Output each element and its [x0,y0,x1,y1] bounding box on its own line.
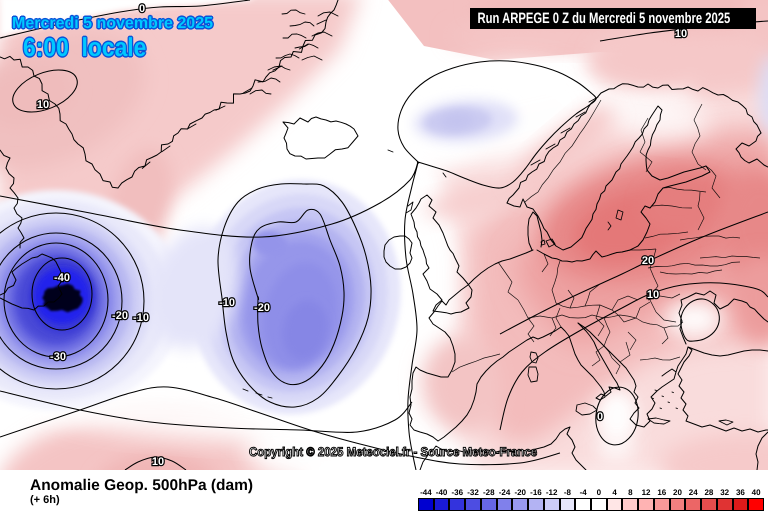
svg-text:0: 0 [139,3,145,15]
svg-text:-20: -20 [254,302,270,314]
svg-text:10: 10 [675,28,687,40]
svg-text:20: 20 [642,255,654,267]
svg-text:0: 0 [597,411,603,423]
svg-text:-30: -30 [50,351,66,363]
svg-text:10: 10 [647,289,659,301]
svg-text:-20: -20 [112,310,128,322]
svg-text:10: 10 [152,456,164,468]
svg-text:10: 10 [37,99,49,111]
svg-text:-10: -10 [219,297,235,309]
svg-text:-10: -10 [133,312,149,324]
svg-text:-40: -40 [54,272,70,284]
